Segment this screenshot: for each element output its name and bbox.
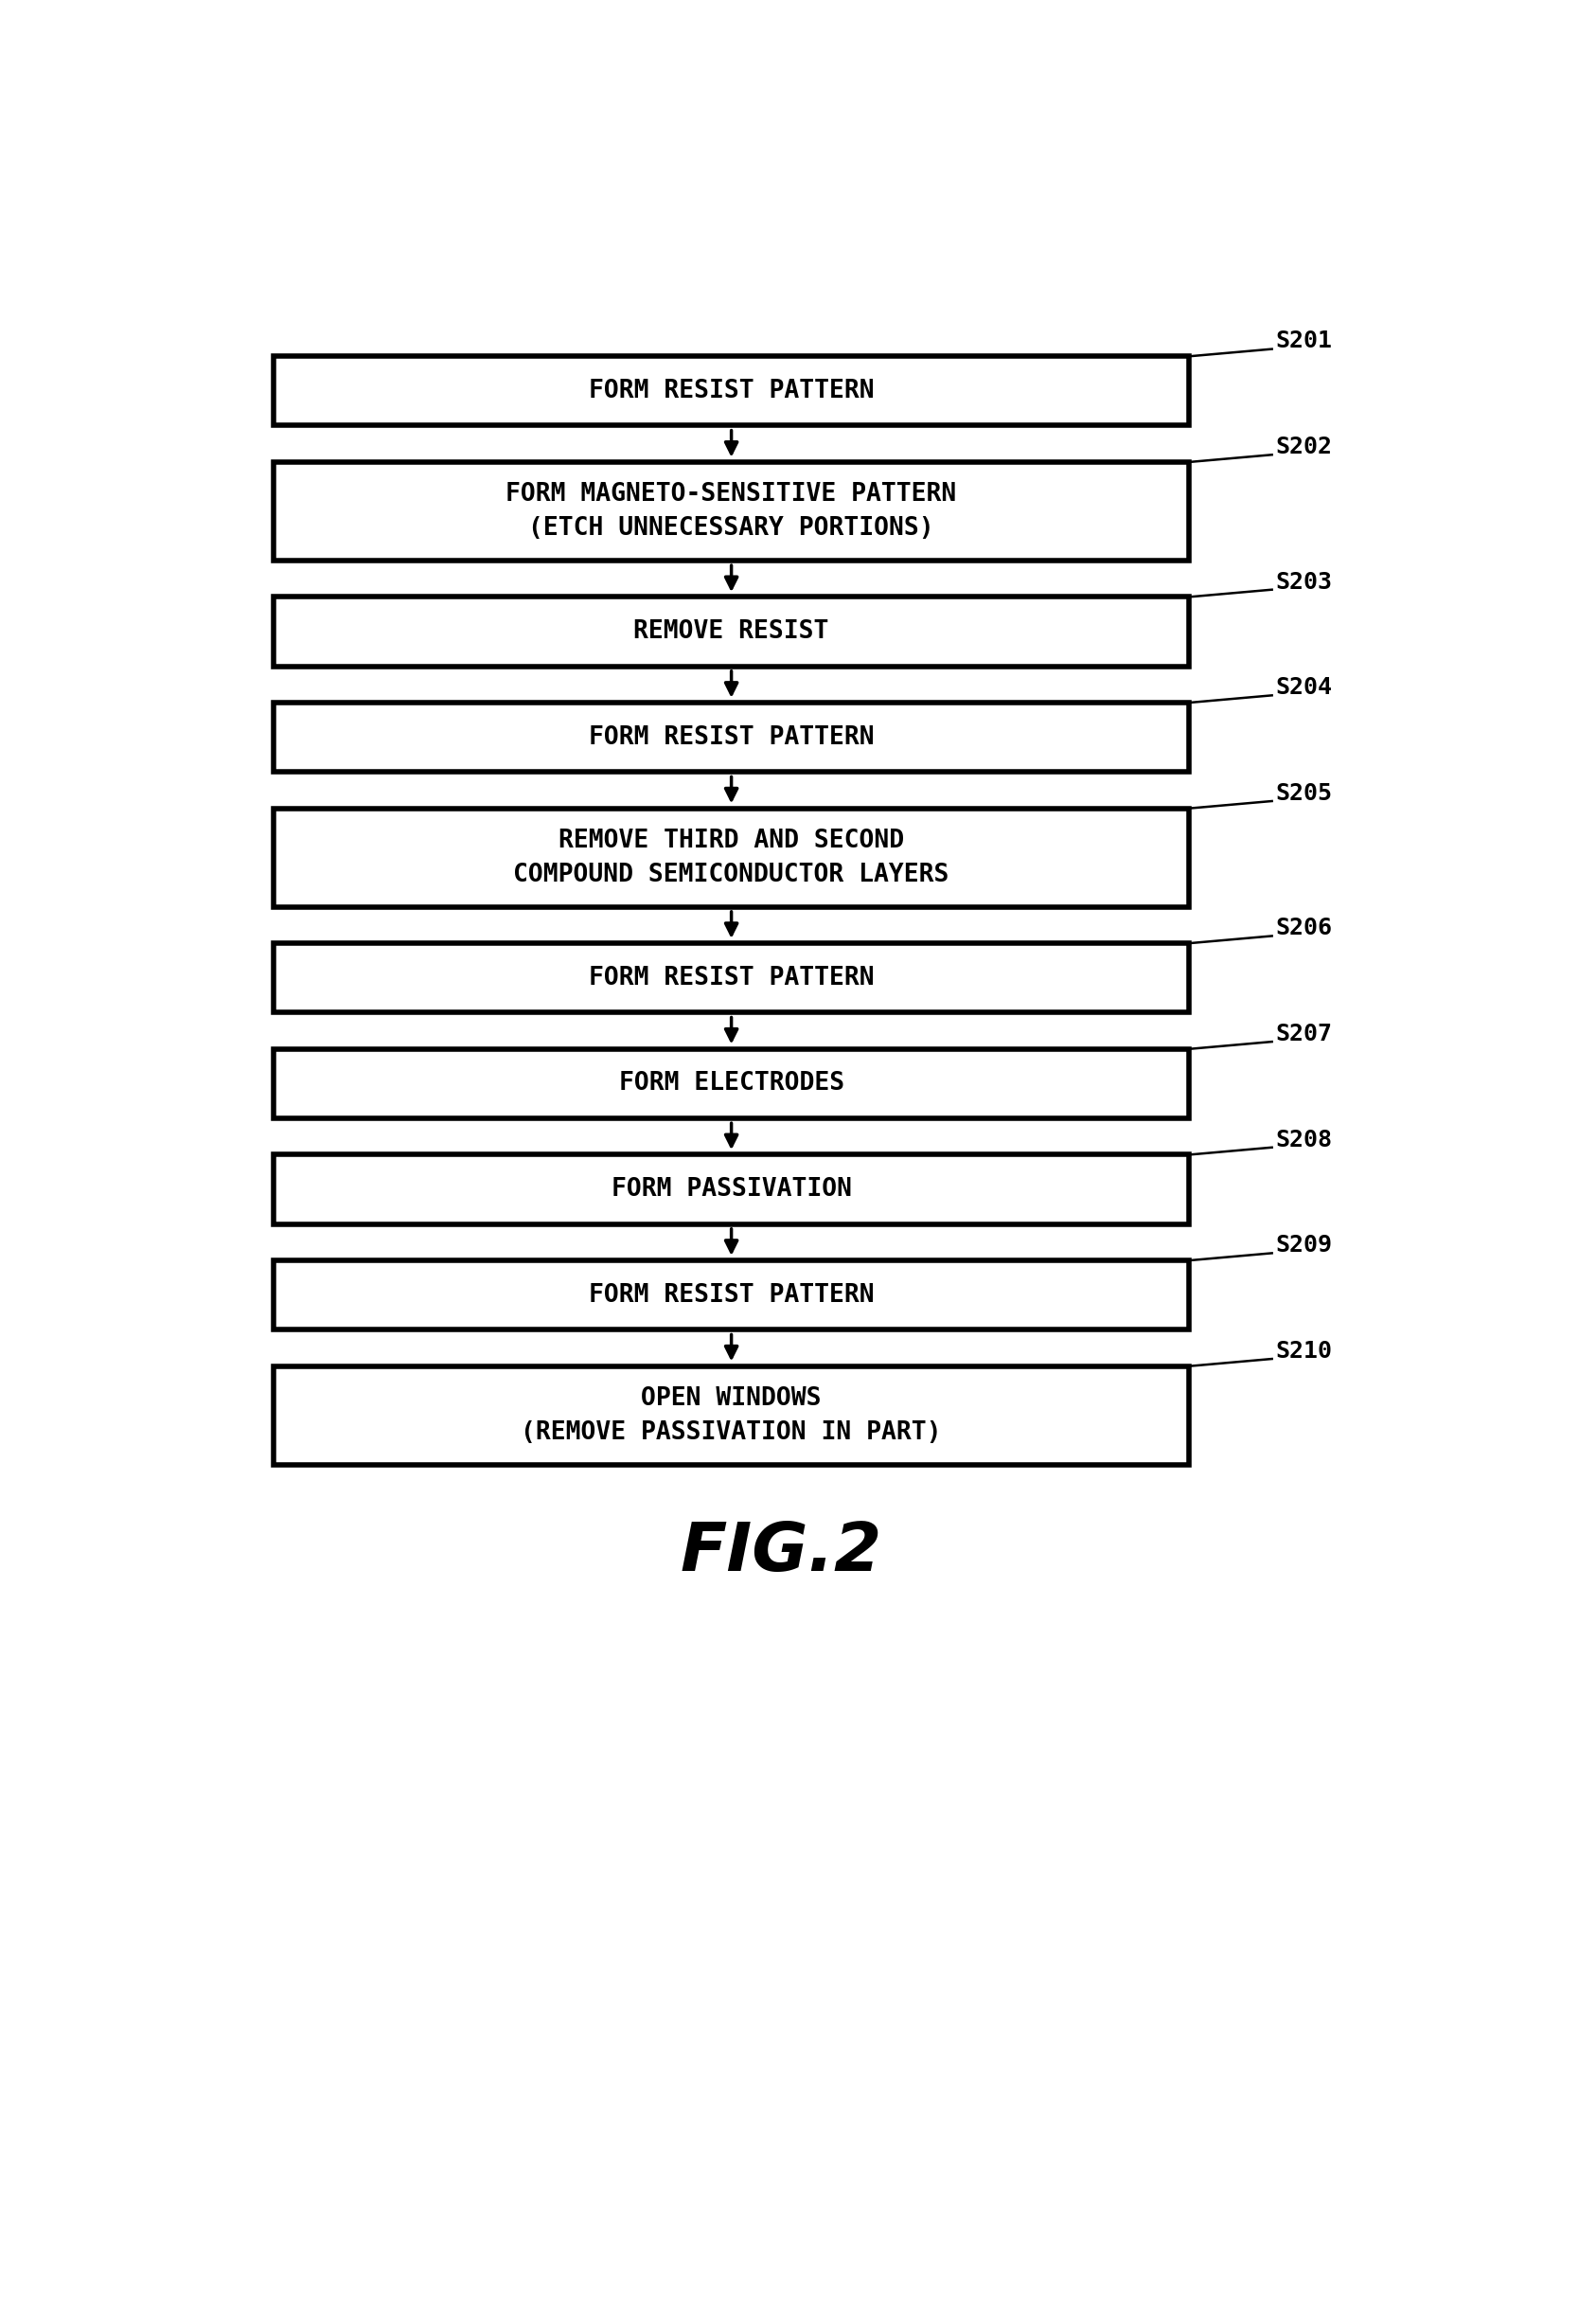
Text: S205: S205 (1275, 782, 1333, 805)
Text: REMOVE THIRD AND SECOND
COMPOUND SEMICONDUCTOR LAYERS: REMOVE THIRD AND SECOND COMPOUND SEMICON… (514, 828, 950, 886)
Text: FORM ELECTRODES: FORM ELECTRODES (619, 1072, 844, 1095)
Text: FORM PASSIVATION: FORM PASSIVATION (611, 1178, 852, 1201)
Text: FORM MAGNETO-SENSITIVE PATTERN
(ETCH UNNECESSARY PORTIONS): FORM MAGNETO-SENSITIVE PATTERN (ETCH UNN… (506, 481, 956, 541)
FancyBboxPatch shape (275, 943, 1189, 1012)
FancyBboxPatch shape (275, 463, 1189, 561)
Text: S208: S208 (1275, 1127, 1333, 1150)
Text: S209: S209 (1275, 1233, 1333, 1256)
Text: S204: S204 (1275, 676, 1333, 700)
FancyBboxPatch shape (275, 1367, 1189, 1466)
FancyBboxPatch shape (275, 808, 1189, 907)
FancyBboxPatch shape (275, 702, 1189, 771)
Text: S206: S206 (1275, 916, 1333, 939)
FancyBboxPatch shape (275, 1049, 1189, 1118)
FancyBboxPatch shape (275, 357, 1189, 426)
Text: FORM RESIST PATTERN: FORM RESIST PATTERN (589, 725, 875, 750)
Text: S207: S207 (1275, 1022, 1333, 1045)
Text: FORM RESIST PATTERN: FORM RESIST PATTERN (589, 966, 875, 989)
Text: REMOVE RESIST: REMOVE RESIST (634, 619, 828, 644)
Text: S202: S202 (1275, 435, 1333, 458)
Text: S210: S210 (1275, 1339, 1333, 1362)
Text: S203: S203 (1275, 571, 1333, 594)
Text: FIG.2: FIG.2 (680, 1519, 881, 1585)
Text: OPEN WINDOWS
(REMOVE PASSIVATION IN PART): OPEN WINDOWS (REMOVE PASSIVATION IN PART… (520, 1385, 942, 1445)
FancyBboxPatch shape (275, 596, 1189, 667)
Text: S201: S201 (1275, 329, 1333, 352)
Text: FORM RESIST PATTERN: FORM RESIST PATTERN (589, 380, 875, 403)
FancyBboxPatch shape (275, 1155, 1189, 1224)
FancyBboxPatch shape (275, 1261, 1189, 1330)
Text: FORM RESIST PATTERN: FORM RESIST PATTERN (589, 1282, 875, 1307)
